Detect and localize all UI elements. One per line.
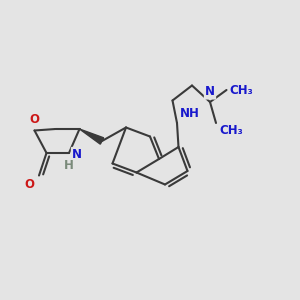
Text: H: H — [64, 159, 74, 172]
Text: CH₃: CH₃ — [219, 124, 243, 137]
Text: N: N — [205, 85, 215, 98]
Text: NH: NH — [180, 107, 200, 120]
Text: N: N — [72, 148, 82, 161]
Text: O: O — [29, 113, 40, 126]
Text: CH₃: CH₃ — [230, 83, 253, 97]
Polygon shape — [80, 129, 104, 144]
Text: N: N — [72, 148, 82, 161]
Text: NH: NH — [180, 107, 200, 120]
Text: O: O — [29, 113, 40, 126]
Text: N: N — [205, 85, 215, 98]
Text: O: O — [25, 178, 34, 191]
Text: CH₃: CH₃ — [219, 124, 243, 137]
Text: CH₃: CH₃ — [230, 83, 253, 97]
Text: H: H — [64, 159, 74, 172]
Text: O: O — [25, 178, 34, 191]
